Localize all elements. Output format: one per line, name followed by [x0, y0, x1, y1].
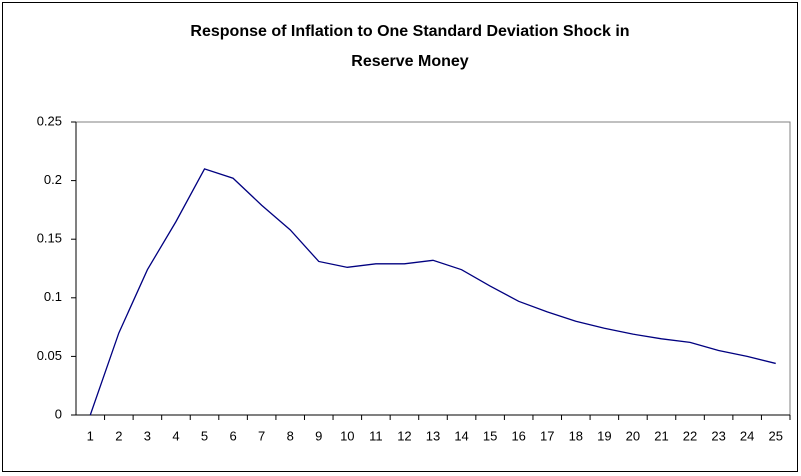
chart-title: Reserve Money — [351, 53, 468, 70]
x-tick-label: 19 — [597, 428, 611, 443]
x-tick-label: 13 — [426, 428, 440, 443]
x-tick-label: 12 — [397, 428, 411, 443]
y-tick-label: 0.05 — [37, 348, 62, 363]
x-tick-label: 10 — [340, 428, 354, 443]
chart-title: Response of Inflation to One Standard De… — [190, 23, 629, 40]
x-tick-label: 22 — [683, 428, 697, 443]
x-tick-label: 2 — [115, 428, 122, 443]
x-tick-label: 7 — [258, 428, 265, 443]
line — [89, 168, 776, 416]
x-tick-label: 24 — [740, 428, 754, 443]
y-tick-label: 0.15 — [37, 231, 62, 246]
x-tick-label: 5 — [201, 428, 208, 443]
x-tick-label: 25 — [768, 428, 782, 443]
x-tick-label: 11 — [369, 428, 383, 443]
y-tick-label: 0.2 — [44, 172, 62, 187]
x-tick-label: 20 — [626, 428, 640, 443]
x-tick-label: 16 — [511, 428, 525, 443]
x-tick-label: 9 — [315, 428, 322, 443]
x-tick-label: 23 — [711, 428, 725, 443]
y-tick-label: 0 — [55, 406, 62, 421]
x-tick-label: 15 — [483, 428, 497, 443]
x-tick-label: 14 — [454, 428, 468, 443]
x-tick-label: 1 — [87, 428, 94, 443]
y-tick-label: 0.1 — [44, 289, 62, 304]
x-tick-label: 18 — [569, 428, 583, 443]
y-tick-label: 0.25 — [37, 113, 62, 128]
x-tick-label: 21 — [654, 428, 668, 443]
x-tick-label: 6 — [229, 428, 236, 443]
x-tick-label: 4 — [172, 428, 179, 443]
x-tick-label: 17 — [540, 428, 554, 443]
x-tick-label: 3 — [144, 428, 151, 443]
x-tick-label: 8 — [287, 428, 294, 443]
